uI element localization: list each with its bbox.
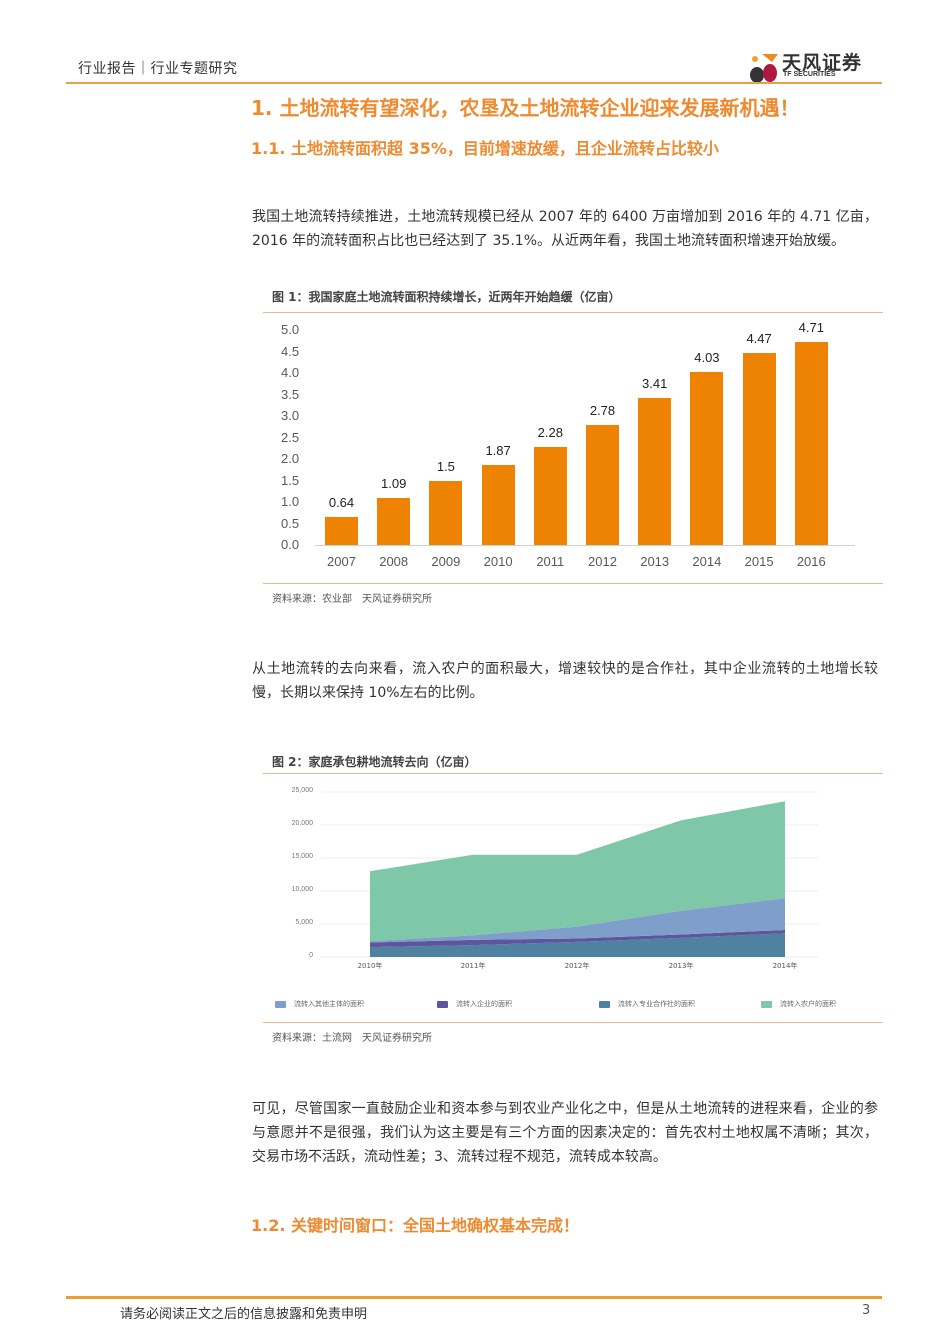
bar-value-label: 2.28 <box>537 424 563 440</box>
section-heading-1-2: 1.2. 关键时间窗口：全国土地确权基本完成！ <box>251 1216 579 1235</box>
footer-disclaimer: 请务必阅读正文之后的信息披露和免责申明 <box>120 1307 368 1322</box>
legend-item: 流转入企业的面积 <box>437 998 512 1010</box>
legend-label: 流转入专业合作社的面积 <box>618 1000 695 1008</box>
legend-item: 流转入专业合作社的面积 <box>599 998 695 1010</box>
y-tick-label: 15,000 <box>291 853 313 860</box>
bar-value-label: 2.78 <box>589 403 616 419</box>
legend-swatch <box>437 1000 448 1008</box>
y-tick-label: 4.0 <box>281 365 300 380</box>
bar <box>586 425 619 545</box>
bar-value-label: 4.47 <box>746 330 772 346</box>
figure-2-top-rule <box>263 773 883 774</box>
legend-item: 流转入农户的面积 <box>761 998 836 1010</box>
x-tick-label: 2014年 <box>772 962 798 970</box>
figure-2-source: 资料来源：土流网 天风证券研究所 <box>272 1033 432 1044</box>
header-divider <box>66 82 882 84</box>
bar <box>481 464 515 545</box>
y-tick-label: 3.0 <box>281 408 300 423</box>
y-tick-label: 25,000 <box>291 787 313 794</box>
x-tick-label: 2015 <box>744 554 774 569</box>
x-tick-label: 2011年 <box>460 962 486 970</box>
y-tick-label: 0.5 <box>281 515 300 531</box>
bar <box>325 517 358 545</box>
bar-value-label: 1.5 <box>436 458 455 474</box>
area-series <box>370 929 785 948</box>
x-tick-label: 2012年 <box>564 962 590 970</box>
bar <box>429 480 463 545</box>
legend-swatch <box>599 1000 610 1008</box>
figure-1-top-rule <box>263 312 883 313</box>
x-axis-line <box>315 545 855 546</box>
y-tick-label: 2.0 <box>281 451 300 466</box>
figure-2-title: 图 2：家庭承包耕地流转去向（亿亩） <box>272 755 477 769</box>
logo-text-cn: 天风证券 <box>782 52 863 74</box>
report-category: 行业报告｜行业专题研究 <box>78 61 238 77</box>
x-tick-label: 2014 <box>692 554 722 569</box>
y-tick-label: 0.0 <box>281 537 300 552</box>
bar <box>794 342 828 545</box>
x-tick-label: 2010年 <box>357 962 383 970</box>
y-tick-label: 10,000 <box>291 886 313 893</box>
bar-value-label: 1.87 <box>485 442 511 458</box>
y-tick-label: 2.5 <box>281 429 300 445</box>
legend-label: 流转入农户的面积 <box>780 1000 836 1008</box>
y-tick-label: 1.5 <box>281 472 300 488</box>
figure-2-bottom-rule <box>263 1022 883 1023</box>
bar-value-label: 1.09 <box>381 476 407 492</box>
footer-divider <box>66 1296 882 1299</box>
paragraph-1: 我国土地流转持续推进，土地流转规模已经从 2007 年的 6400 万亩增加到 … <box>252 209 878 249</box>
logo-mark-icon <box>750 54 778 83</box>
bar <box>533 446 567 545</box>
paragraph-3: 可见，尽管国家一直鼓励企业和资本参与到农业产业化之中，但是从土地流转的进程来看，… <box>252 1101 878 1165</box>
brand-logo: 天风证券 TF SECURITIES <box>748 48 888 84</box>
x-tick-label: 2013 <box>640 554 670 569</box>
y-tick-label: 5,000 <box>295 919 313 926</box>
bar-value-label: 4.03 <box>694 349 720 365</box>
page-number: 3 <box>862 1303 871 1318</box>
area-plot <box>321 791 818 958</box>
legend-label: 流转入其他主体的面积 <box>294 1000 364 1008</box>
y-tick-label: 1.0 <box>281 494 300 509</box>
section-heading-1: 1. 土地流转有望深化，农垦及土地流转企业迎来发展新机遇！ <box>251 96 800 120</box>
y-tick-label: 3.5 <box>281 386 300 402</box>
bar <box>638 398 672 545</box>
logo-text-en: TF SECURITIES <box>783 71 836 78</box>
figure-1-source: 资料来源：农业部 天风证券研究所 <box>272 594 432 605</box>
y-tick-label: 5.0 <box>281 322 300 337</box>
bar-value-label: 4.71 <box>798 320 824 336</box>
y-tick-label: 4.5 <box>281 343 300 359</box>
y-tick-label: 0 <box>309 952 313 959</box>
area-series <box>370 898 785 943</box>
x-tick-label: 2016 <box>796 554 826 569</box>
figure-1-bar-chart: 5.0 4.5 4.0 3.5 3.0 2.5 2.0 1.5 1.0 0.5 0.0 0.64 200… <box>263 318 883 580</box>
section-heading-1-1: 1.1. 土地流转面积超 35%，目前增速放缓，且企业流转占比较小 <box>251 139 719 158</box>
paragraph-2: 从土地流转的去向来看，流入农户的面积最大，增速较快的是合作社，其中企业流转的土地… <box>252 661 878 701</box>
area-series <box>370 801 785 942</box>
legend-label: 流转入企业的面积 <box>456 1000 512 1008</box>
x-tick-label: 2013年 <box>668 962 694 970</box>
x-tick-label: 2007 <box>327 554 356 569</box>
legend-swatch <box>761 1000 772 1008</box>
figure-2-area-chart: 25,000 20,000 15,000 10,000 5,000 0 2010年 2011年… <box>263 780 883 1020</box>
x-tick-label: 2010 <box>483 554 513 569</box>
bar <box>377 498 411 545</box>
figure-1-bottom-rule <box>263 583 883 584</box>
legend-swatch <box>275 1000 286 1008</box>
y-tick-label: 20,000 <box>291 820 313 827</box>
x-tick-label: 2008 <box>379 554 409 569</box>
legend-item: 流转入其他主体的面积 <box>275 998 364 1010</box>
bar-value-label: 3.41 <box>642 376 668 392</box>
x-tick-label: 2009 <box>431 554 461 569</box>
bar-value-label: 0.64 <box>328 495 355 511</box>
bar <box>690 371 724 545</box>
figure-1-title: 图 1：我国家庭土地流转面积持续增长，近两年开始趋缓（亿亩） <box>272 290 621 304</box>
x-tick-label: 2012 <box>588 554 617 569</box>
area-series <box>370 933 785 957</box>
x-tick-label: 2011 <box>536 554 565 569</box>
bar <box>742 352 776 545</box>
